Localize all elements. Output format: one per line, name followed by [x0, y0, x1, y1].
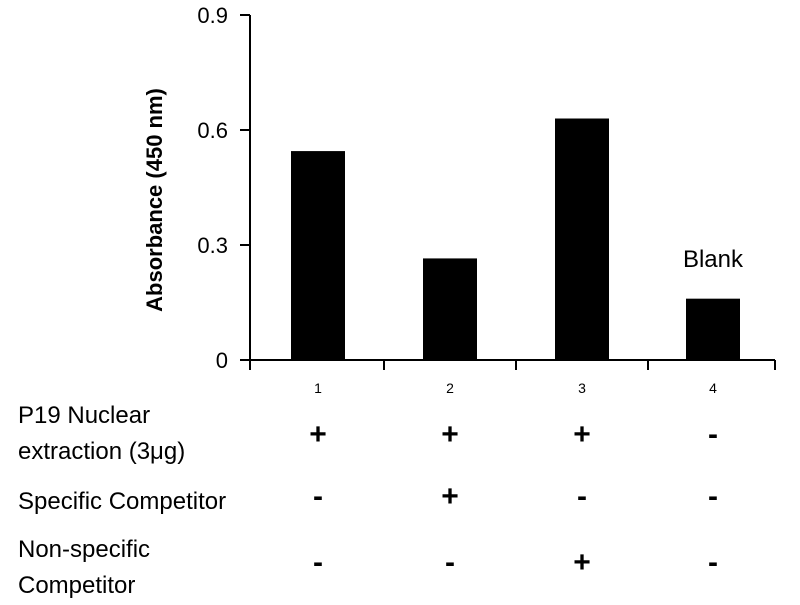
- x-category-label: 3: [578, 380, 586, 396]
- bar-4: [686, 298, 740, 360]
- minus-sign: -: [313, 480, 323, 513]
- condition-label-line: P19 Nuclear: [18, 402, 151, 429]
- condition-label: Non-specific Competitor: [18, 532, 150, 604]
- bar-3: [555, 118, 609, 360]
- plus-sign: +: [573, 546, 591, 579]
- condition-label-line: Competitor: [18, 572, 136, 599]
- condition-label: Specific Competitor: [18, 484, 226, 520]
- y-axis-title: Absorbance (450 nm): [142, 88, 167, 312]
- blank-annotation: Blank: [683, 246, 744, 273]
- x-category-label: 1: [314, 380, 322, 396]
- condition-label-line: Specific Competitor: [18, 488, 227, 515]
- minus-sign: -: [445, 546, 455, 579]
- minus-sign: -: [708, 418, 718, 451]
- minus-sign: -: [313, 546, 323, 579]
- condition-label-line: Non-specific: [18, 536, 151, 563]
- condition-label-line: extraction (3μg): [18, 438, 186, 465]
- x-category-label: 2: [446, 380, 454, 396]
- y-tick-label: 0.3: [197, 233, 228, 258]
- plus-sign: +: [573, 418, 591, 451]
- y-tick-label: 0: [216, 348, 228, 373]
- bar-1: [291, 151, 345, 360]
- bar-2: [423, 258, 477, 360]
- minus-sign: -: [577, 480, 587, 513]
- minus-sign: -: [708, 546, 718, 579]
- y-tick-label: 0.6: [197, 118, 228, 143]
- plus-sign: +: [441, 418, 459, 451]
- plus-sign: +: [441, 480, 459, 513]
- condition-label: P19 Nuclear extraction (3μg): [18, 398, 185, 470]
- plus-sign: +: [309, 418, 327, 451]
- minus-sign: -: [708, 480, 718, 513]
- x-category-label: 4: [709, 380, 717, 396]
- y-tick-label: 0.9: [197, 3, 228, 28]
